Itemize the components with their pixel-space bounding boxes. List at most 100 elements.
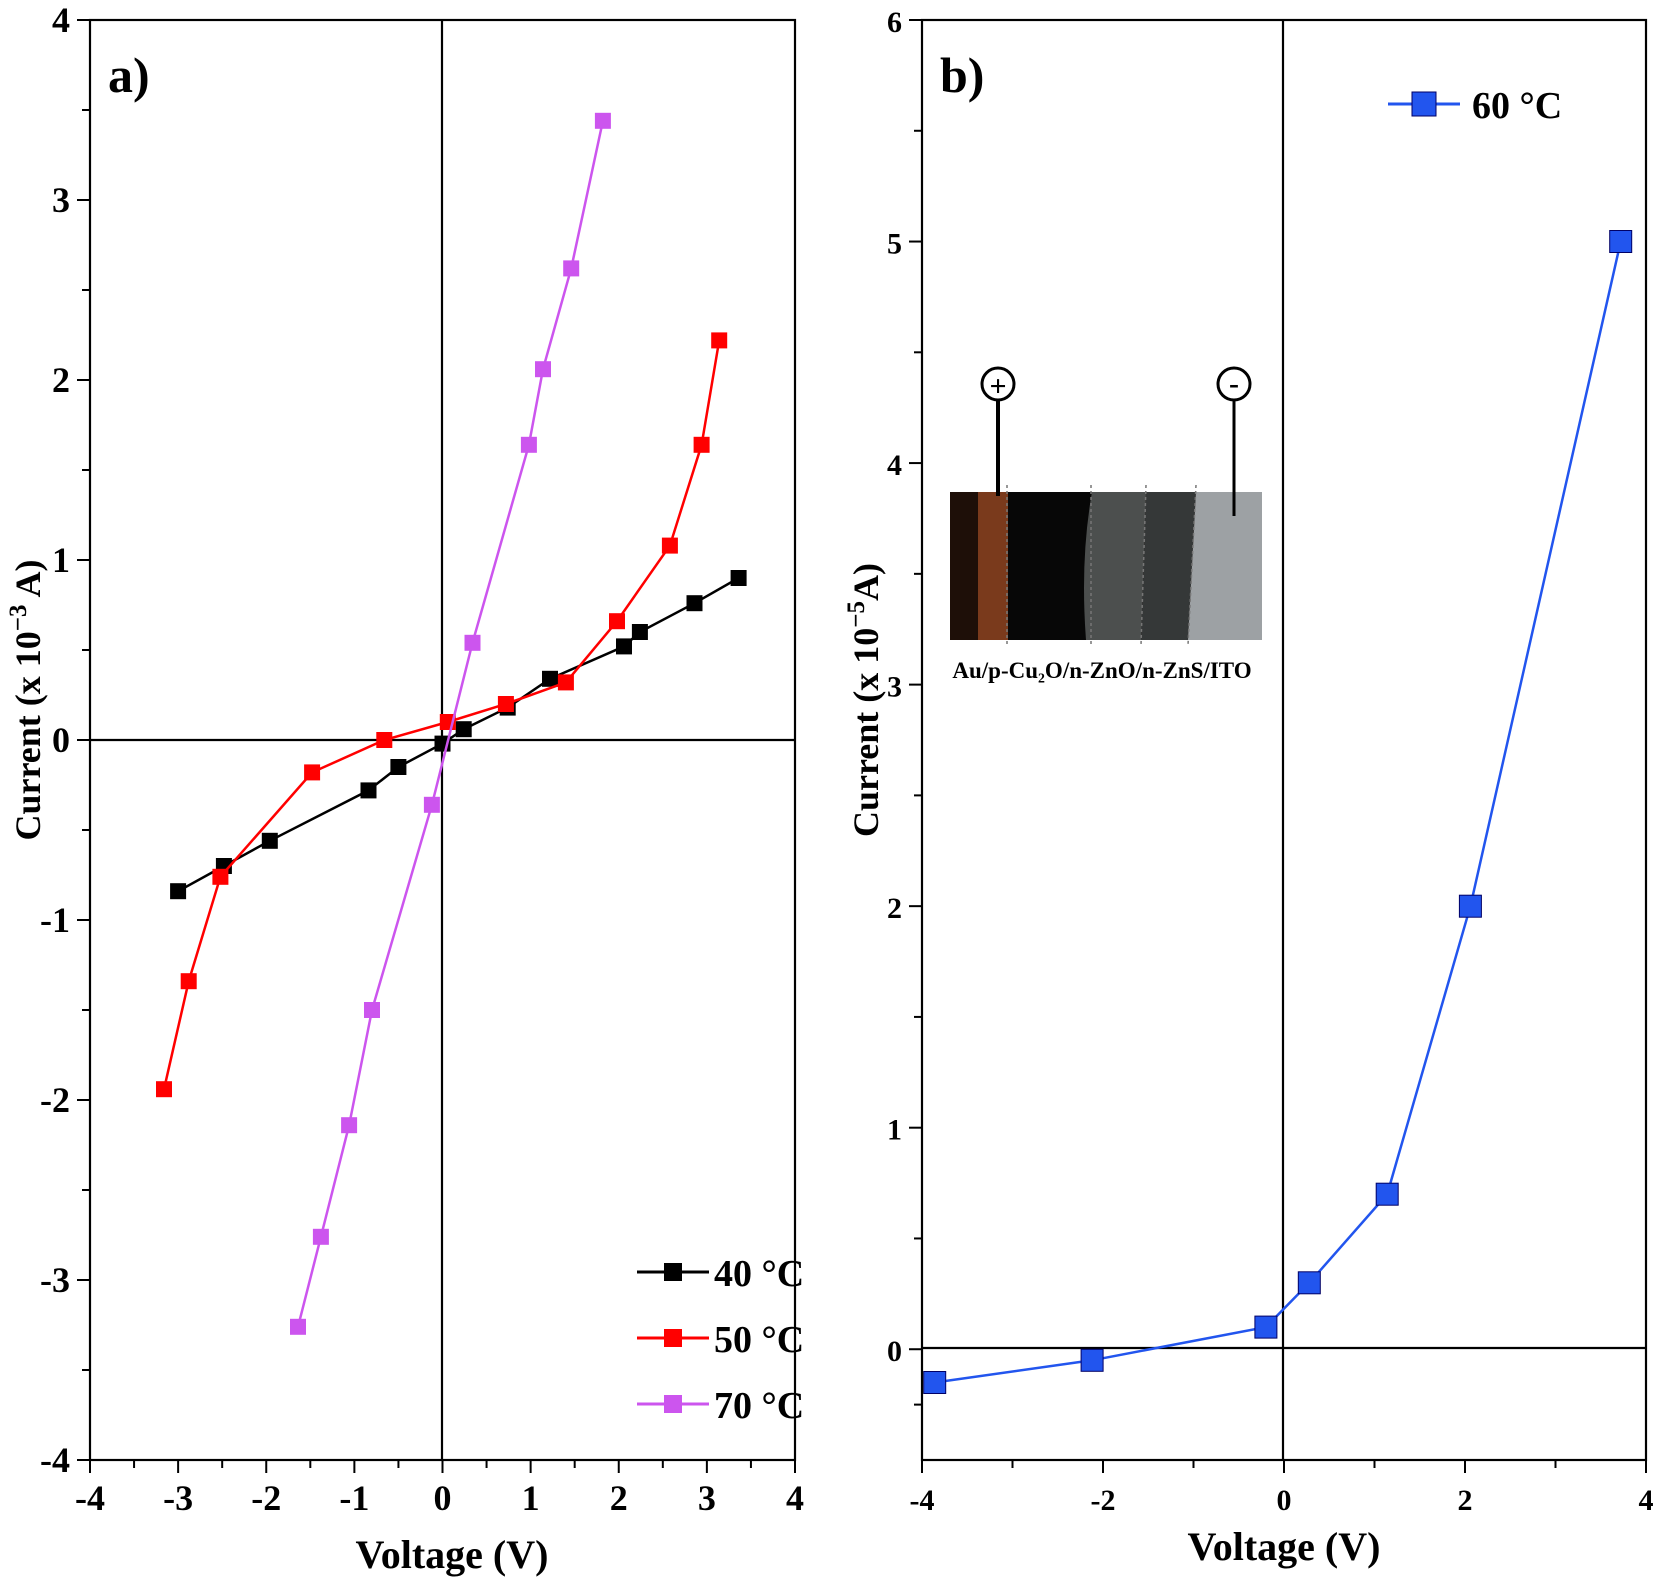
panel-a-y-axis-label-exponent: −3 xyxy=(5,604,32,631)
panel-a-x-tick-labels: -4 -3 -2 -1 0 1 2 3 4 xyxy=(75,1478,804,1518)
y-tick-label: -3 xyxy=(40,1260,70,1300)
panel-b-y-axis-label-exponent: −5 xyxy=(843,601,870,628)
panel-a-y-axis-label-main: Current (x 10 xyxy=(8,631,48,840)
layer-boundary-4 xyxy=(1187,484,1197,646)
legend-marker-50c xyxy=(664,1329,682,1347)
panel-b-series xyxy=(923,230,1633,1394)
x-tick-label: 4 xyxy=(1639,1484,1654,1517)
data-point-70c xyxy=(290,1318,306,1335)
y-tick-label: 3 xyxy=(52,180,70,220)
panel-b-x-tick-labels: -4 -2 0 2 4 xyxy=(910,1484,1654,1517)
series-line-70c xyxy=(296,120,605,1328)
data-point-70c xyxy=(312,1228,329,1245)
x-tick-label: 4 xyxy=(786,1478,804,1518)
panel-a-axis-frame xyxy=(88,18,797,1462)
data-point-60c xyxy=(1458,894,1482,918)
data-point-40c xyxy=(616,638,632,655)
x-tick-label: -1 xyxy=(339,1478,369,1518)
panel-a-ticks xyxy=(77,19,796,1473)
panel-b-chart: + - Au/p-Cu₂O/n-ZnO/n-ZnS/ITO -4 -2 0 2 4 01… xyxy=(843,6,1654,1569)
y-tick-label: -2 xyxy=(40,1080,70,1120)
series-line-50c xyxy=(162,340,721,1090)
y-tick-label: -4 xyxy=(40,1440,70,1480)
data-point-40c xyxy=(455,721,472,738)
series-line-60c xyxy=(934,241,1622,1384)
x-tick-label: 0 xyxy=(434,1478,452,1518)
data-point-60c xyxy=(1375,1182,1399,1206)
photo-layer-cu2o xyxy=(1008,492,1092,640)
y-tick-label: 2 xyxy=(887,892,902,925)
panel-b-legend: 60 °C xyxy=(1388,85,1562,127)
data-point-60c xyxy=(923,1371,947,1394)
data-point-60c xyxy=(1254,1315,1278,1339)
legend-item-60c: 60 °C xyxy=(1388,85,1562,127)
legend-marker-70c xyxy=(664,1395,682,1413)
data-point-70c xyxy=(341,1117,358,1134)
photo-layer-zno xyxy=(1084,492,1146,640)
panel-a-chart: -4 -3 -2 -1 0 1 2 3 4 -4 -3 -2 -1 0 1 2 3 4 a) Voltage (… xyxy=(5,0,804,1577)
negative-terminal-symbol: - xyxy=(1229,367,1239,400)
legend-label-70c: 70 °C xyxy=(714,1385,804,1427)
panel-a-series xyxy=(156,112,747,1335)
y-tick-label: 1 xyxy=(52,540,70,580)
data-point-50c xyxy=(557,674,574,691)
panel-b-y-axis-label-unit: A) xyxy=(846,563,886,601)
panel-a-y-tick-labels: -4 -3 -2 -1 0 1 2 3 4 xyxy=(40,0,70,1480)
data-point-40c xyxy=(542,670,558,687)
legend-item-70c: 70 °C xyxy=(637,1385,804,1427)
y-tick-label: 4 xyxy=(52,0,70,40)
panel-a-legend: 40 °C 50 °C 70 °C xyxy=(637,1253,804,1427)
data-point-70c xyxy=(423,796,440,813)
y-tick-label: 4 xyxy=(887,449,902,482)
data-point-50c xyxy=(212,868,229,885)
data-point-40c xyxy=(261,832,278,849)
data-point-50c xyxy=(711,332,728,349)
panel-a-x-axis-label: Voltage (V) xyxy=(356,1532,549,1577)
device-inset: + - Au/p-Cu₂O/n-ZnO/n-ZnS/ITO xyxy=(950,366,1262,683)
data-point-70c xyxy=(464,634,481,651)
x-tick-label: -4 xyxy=(75,1478,105,1518)
x-tick-label: -3 xyxy=(163,1478,193,1518)
data-point-70c xyxy=(563,260,580,277)
data-point-70c xyxy=(535,361,551,378)
positive-terminal-symbol: + xyxy=(989,370,1006,403)
y-tick-label: 6 xyxy=(887,6,902,39)
photo-layer-zns xyxy=(1141,492,1196,640)
panel-b-x-axis-label: Voltage (V) xyxy=(1188,1524,1381,1569)
photo-layer-ito xyxy=(1188,492,1262,640)
legend-marker-60c xyxy=(1411,91,1437,117)
data-point-70c xyxy=(594,112,611,129)
data-point-50c xyxy=(156,1081,172,1098)
panel-a-y-axis-label: Current (x 10−3 A) xyxy=(5,559,48,840)
panel-b-label: b) xyxy=(940,47,984,103)
x-tick-label: 1 xyxy=(522,1478,540,1518)
data-point-50c xyxy=(304,764,321,781)
data-point-40c xyxy=(631,624,648,640)
panel-a-label: a) xyxy=(108,47,150,103)
photo-layer-au xyxy=(978,492,1008,640)
legend-label-60c: 60 °C xyxy=(1472,85,1562,127)
data-point-60c xyxy=(1609,230,1633,253)
x-tick-label: -2 xyxy=(251,1478,281,1518)
y-tick-label: 2 xyxy=(52,360,70,400)
data-point-40c xyxy=(730,570,747,586)
device-photo xyxy=(950,492,1262,640)
legend-item-40c: 40 °C xyxy=(637,1253,804,1295)
y-tick-label: 0 xyxy=(52,720,70,760)
x-tick-label: -4 xyxy=(910,1484,935,1517)
panel-b-y-axis-label: Current (x 10−5A) xyxy=(843,563,886,837)
y-tick-label: -1 xyxy=(40,900,70,940)
y-tick-label: 0 xyxy=(887,1335,902,1368)
data-point-50c xyxy=(693,436,710,453)
data-point-50c xyxy=(180,973,197,990)
panel-a-y-axis-label-unit: A) xyxy=(8,559,48,604)
panel-b-axis-frame xyxy=(920,18,1648,1462)
device-structure-caption: Au/p-Cu₂O/n-ZnO/n-ZnS/ITO xyxy=(952,658,1251,683)
x-tick-label: -2 xyxy=(1091,1484,1116,1517)
data-point-40c xyxy=(360,782,377,799)
y-tick-label: 5 xyxy=(887,228,902,261)
data-point-70c xyxy=(364,1002,380,1018)
panel-b-y-axis-label-main: Current (x 10 xyxy=(846,628,886,837)
legend-marker-40c xyxy=(664,1263,682,1281)
